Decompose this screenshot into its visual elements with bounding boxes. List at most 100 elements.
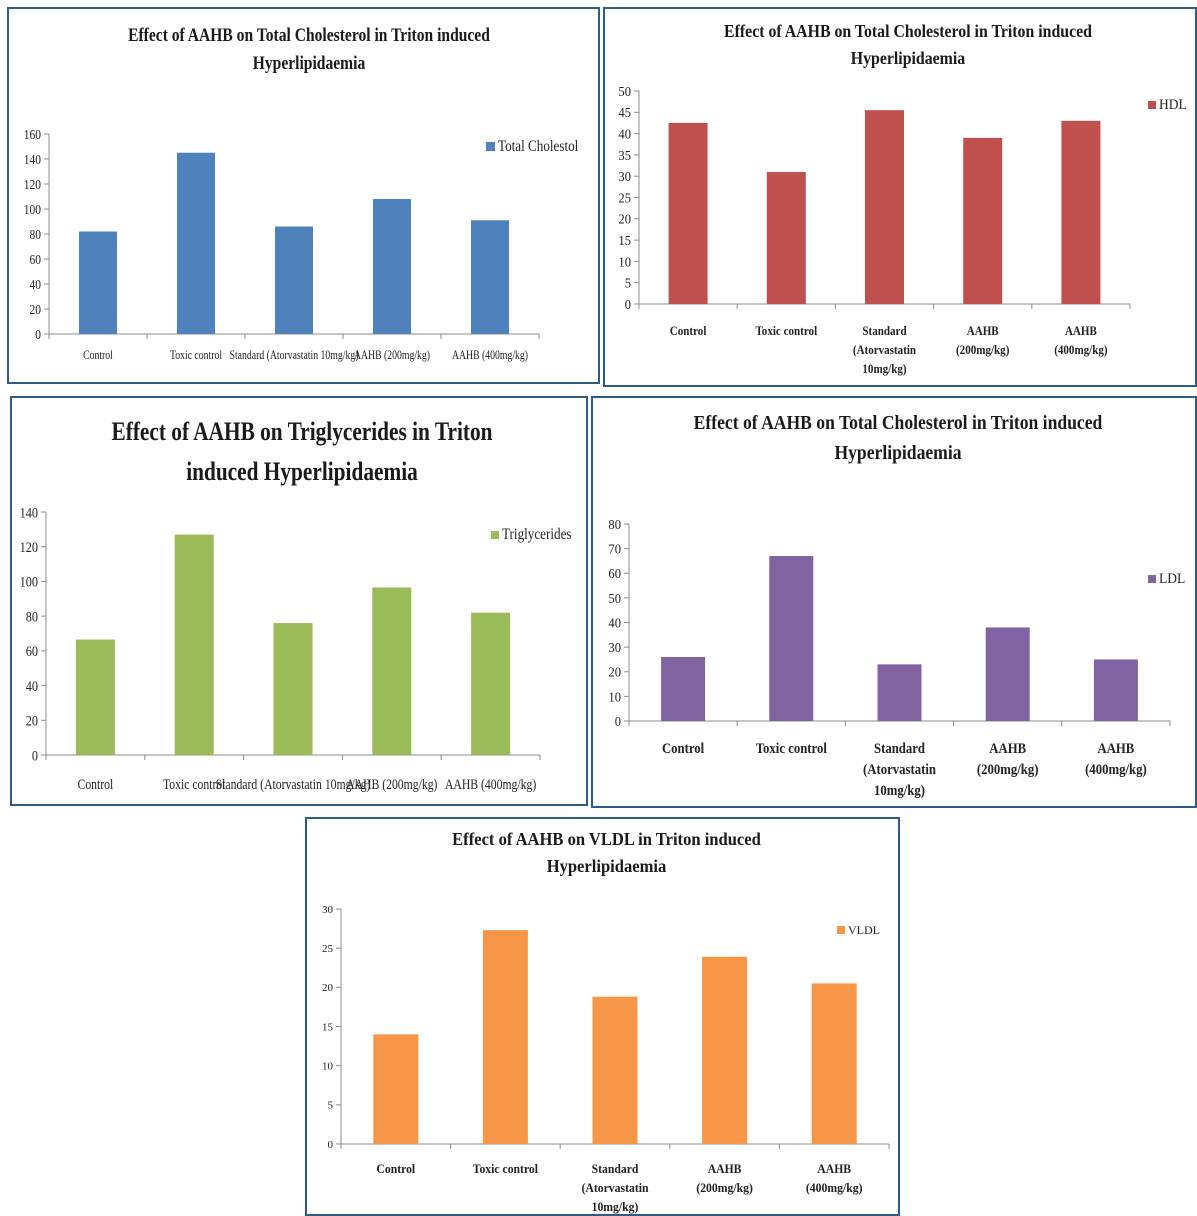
legend-swatch — [491, 531, 499, 539]
bar-2 — [482, 930, 528, 1144]
y-tick-label: 20 — [26, 714, 38, 730]
chart-title-line: Effect of AAHB on Total Cholesterol in T… — [128, 25, 490, 46]
y-tick-label: 35 — [618, 149, 631, 164]
y-tick-label: 20 — [618, 213, 631, 228]
bar-2 — [769, 556, 814, 721]
bar-3 — [865, 110, 904, 304]
bar-3 — [275, 226, 313, 334]
bar-2 — [766, 171, 806, 304]
chart-title-line: Effect of AAHB on Total Cholesterol in T… — [724, 21, 1092, 41]
y-tick-label: 15 — [618, 234, 631, 249]
y-tick-label: 10 — [322, 1061, 334, 1073]
chart-panel-ldl: Effect of AAHB on Total Cholesterol in T… — [591, 396, 1197, 808]
y-tick-label: 60 — [26, 644, 38, 660]
chart-title-line: induced Hyperlipidaemia — [186, 457, 418, 486]
x-category-label: (400mg/kg) — [1085, 762, 1147, 778]
bar-5 — [1093, 659, 1138, 721]
y-tick-label: 40 — [30, 278, 42, 293]
x-category-label: Standard (Atorvastatin 10mg/kg) — [230, 347, 359, 362]
y-tick-label: 80 — [26, 609, 38, 625]
y-tick-label: 80 — [30, 228, 42, 243]
chart-title-line: Hyperlipidaemia — [547, 856, 667, 876]
y-tick-label: 30 — [618, 170, 631, 185]
y-tick-label: 60 — [608, 567, 621, 582]
y-tick-label: 5 — [625, 277, 631, 292]
x-category-label: Standard — [874, 741, 926, 757]
bar-1 — [661, 656, 706, 721]
y-tick-label: 40 — [608, 616, 621, 631]
legend-label: Triglycerides — [502, 526, 572, 543]
bar-1 — [668, 122, 708, 304]
x-category-label: AAHB (400mg/kg) — [445, 777, 536, 793]
bar-1 — [75, 639, 115, 755]
y-tick-label: 20 — [322, 982, 334, 994]
x-category-label: (Atorvastatin — [582, 1180, 650, 1195]
y-tick-label: 30 — [322, 904, 334, 916]
x-category-label: Toxic control — [756, 741, 827, 757]
bar-5 — [471, 612, 511, 755]
x-category-label: AAHB — [708, 1161, 742, 1176]
chart-panel-hdl: Effect of AAHB on Total Cholesterol in T… — [603, 7, 1197, 387]
bar-5 — [811, 983, 857, 1144]
y-tick-label: 0 — [625, 298, 631, 313]
chart-panel-triglycerides: Effect of AAHB on Triglycerides in Trito… — [10, 396, 588, 806]
y-tick-label: 80 — [608, 518, 621, 533]
x-category-label: AAHB (200mg/kg) — [354, 347, 430, 362]
bar-2 — [177, 152, 215, 334]
bar-3 — [273, 623, 313, 755]
x-category-label: 10mg/kg) — [874, 783, 925, 799]
x-category-label: (400mg/kg) — [1054, 342, 1107, 357]
bar-3 — [877, 664, 922, 721]
x-category-label: AAHB — [1098, 741, 1135, 757]
y-tick-label: 20 — [30, 303, 42, 318]
x-category-label: (Atorvastatin — [853, 342, 917, 357]
chart-svg-triglycerides: Effect of AAHB on Triglycerides in Trito… — [20, 417, 572, 793]
y-tick-label: 45 — [618, 106, 631, 121]
x-category-label: (Atorvastatin — [863, 762, 937, 778]
bar-4 — [702, 956, 748, 1144]
bar-4 — [373, 199, 411, 334]
x-category-label: AAHB — [967, 323, 999, 338]
chart-title-line: Hyperlipidaemia — [851, 48, 965, 68]
x-category-label: Toxic control — [170, 347, 222, 362]
bar-4 — [963, 137, 1003, 304]
y-tick-label: 40 — [618, 128, 631, 143]
chart-title-line: Effect of AAHB on Total Cholesterol in T… — [694, 412, 1103, 434]
y-tick-label: 140 — [20, 505, 38, 521]
bar-4 — [985, 627, 1030, 721]
y-tick-label: 70 — [608, 543, 621, 558]
x-category-label: Control — [662, 741, 704, 757]
bar-2 — [174, 534, 214, 755]
x-category-label: 10mg/kg) — [592, 1199, 639, 1214]
y-tick-label: 30 — [608, 641, 621, 656]
chart-title-line: Hyperlipidaemia — [834, 442, 961, 464]
x-category-label: Control — [83, 347, 113, 362]
chart-svg-total-cholesterol: Effect of AAHB on Total Cholesterol in T… — [24, 25, 579, 362]
x-category-label: Standard — [592, 1161, 639, 1176]
y-tick-label: 60 — [30, 253, 42, 268]
y-tick-label: 50 — [618, 85, 631, 100]
x-category-label: AAHB — [817, 1161, 851, 1176]
x-category-label: Control — [376, 1161, 415, 1176]
x-category-label: AAHB (400mg/kg) — [452, 347, 528, 362]
y-tick-label: 0 — [32, 748, 38, 764]
chart-panel-total-cholesterol: Effect of AAHB on Total Cholesterol in T… — [7, 7, 600, 384]
y-tick-label: 120 — [24, 178, 41, 193]
y-tick-label: 120 — [20, 540, 38, 556]
chart-svg-vldl: Effect of AAHB on VLDL in Triton induced… — [322, 829, 890, 1214]
y-tick-label: 100 — [24, 203, 41, 218]
x-category-label: Toxic control — [755, 323, 817, 338]
x-category-label: (200mg/kg) — [696, 1180, 753, 1195]
y-tick-label: 50 — [608, 592, 621, 607]
x-category-label: (200mg/kg) — [956, 342, 1009, 357]
legend-swatch — [1148, 575, 1156, 583]
chart-title-line: Hyperlipidaemia — [253, 53, 366, 74]
y-tick-label: 20 — [608, 666, 621, 681]
bar-3 — [592, 996, 638, 1144]
y-tick-label: 25 — [322, 943, 334, 955]
legend-swatch — [1148, 101, 1156, 109]
x-category-label: Toxic control — [473, 1161, 539, 1176]
y-tick-label: 5 — [328, 1100, 334, 1112]
y-tick-label: 0 — [35, 328, 41, 343]
x-category-label: AAHB — [1065, 323, 1097, 338]
